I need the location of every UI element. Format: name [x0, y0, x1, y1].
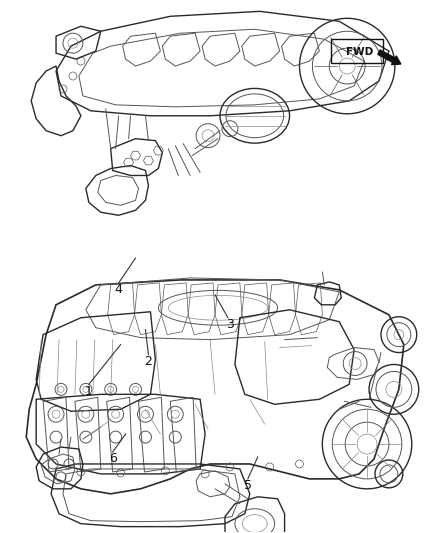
- Text: 2: 2: [145, 355, 152, 368]
- Text: 6: 6: [109, 453, 117, 465]
- Text: 5: 5: [244, 479, 252, 492]
- Text: 3: 3: [226, 318, 234, 331]
- Text: FWD: FWD: [346, 47, 374, 57]
- Text: 4: 4: [115, 284, 123, 296]
- FancyArrow shape: [378, 50, 401, 64]
- Text: 1: 1: [85, 385, 93, 398]
